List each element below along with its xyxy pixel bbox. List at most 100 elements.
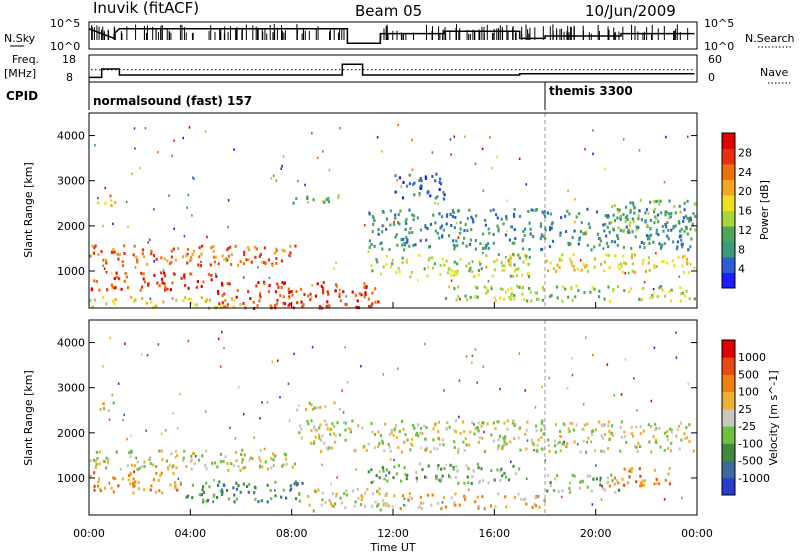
- scatter-cell: [590, 489, 593, 493]
- scatter-cell: [473, 432, 476, 436]
- scatter-cell: [295, 290, 298, 293]
- scatter-cell: [500, 446, 503, 450]
- scatter-cell: [95, 279, 98, 283]
- scatter-cell: [107, 457, 110, 461]
- scatter-cell: [653, 263, 656, 267]
- scatter-cell: [582, 232, 585, 236]
- scatter-cell: [141, 285, 144, 289]
- scatter-cell: [507, 288, 510, 292]
- scatter-cell: [624, 220, 627, 223]
- scatter-cell: [282, 155, 285, 158]
- scatter-cell: [527, 272, 530, 275]
- scatter-cell: [473, 295, 476, 299]
- scatter-cell: [292, 201, 295, 205]
- scatter-cell: [644, 219, 647, 223]
- scatter-cell: [205, 481, 208, 485]
- scatter-cell: [438, 478, 441, 482]
- scatter-cell: [508, 296, 511, 299]
- scatter-cell: [541, 210, 544, 214]
- scatter-cell: [593, 245, 596, 249]
- scatter-cell: [298, 499, 301, 503]
- scatter-cell: [561, 253, 564, 257]
- scatter-cell: [492, 439, 496, 443]
- scatter-cell: [170, 255, 173, 259]
- scatter-cell: [505, 442, 508, 446]
- scatter-cell: [547, 474, 550, 477]
- power-y-axis-label: Slant Range [km]: [22, 162, 35, 258]
- scatter-cell: [544, 236, 547, 240]
- colorbar-segment: [722, 443, 735, 461]
- scatter-cell: [472, 220, 475, 224]
- scatter-cell: [547, 443, 550, 447]
- scatter-cell: [631, 269, 634, 273]
- scatter-cell: [334, 502, 337, 506]
- scatter-cell: [370, 243, 373, 246]
- scatter-cell: [608, 438, 611, 442]
- scatter-cell: [533, 503, 536, 506]
- scatter-cell: [614, 491, 617, 494]
- scatter-cell: [221, 283, 224, 287]
- scatter-cell: [386, 492, 389, 496]
- scatter-cell: [270, 466, 273, 470]
- scatter-cell: [221, 254, 224, 258]
- scatter-cell: [630, 426, 633, 429]
- scatter-cell: [118, 253, 121, 257]
- scatter-cell: [607, 447, 610, 451]
- scatter-cell: [619, 228, 622, 232]
- scatter-cell: [397, 266, 400, 270]
- scatter-cell: [649, 218, 652, 222]
- scatter-cell: [321, 434, 324, 438]
- scatter-cell: [467, 481, 470, 485]
- scatter-cell: [226, 462, 229, 465]
- scatter-cell: [529, 227, 532, 231]
- scatter-cell: [426, 191, 429, 195]
- scatter-cell: [133, 299, 136, 303]
- scatter-cell: [313, 440, 316, 444]
- scatter-cell: [395, 271, 398, 274]
- scatter-cell: [630, 253, 634, 257]
- scatter-cell: [237, 484, 240, 488]
- scatter-cell: [275, 249, 278, 253]
- colorbar-segment: [722, 272, 735, 289]
- scatter-cell: [239, 260, 242, 264]
- scatter-cell: [417, 423, 420, 427]
- scatter-cell: [437, 430, 440, 434]
- scatter-cell: [239, 490, 242, 494]
- scatter-cell: [323, 441, 326, 445]
- scatter-cell: [483, 285, 486, 289]
- scatter-cell: [680, 227, 683, 231]
- scatter-cell: [272, 458, 275, 462]
- scatter-cell: [471, 217, 474, 221]
- scatter-cell: [344, 506, 347, 510]
- scatter-cell: [333, 425, 336, 428]
- scatter-cell: [230, 462, 233, 466]
- scatter-cell: [654, 440, 657, 444]
- scatter-cell: [401, 494, 404, 498]
- scatter-cell: [473, 423, 475, 426]
- scatter-cell: [411, 138, 413, 142]
- scatter-cell: [482, 251, 484, 255]
- scatter-cell: [232, 486, 235, 490]
- scatter-cell: [242, 302, 245, 305]
- scatter-cell: [323, 200, 326, 204]
- scatter-cell: [313, 489, 317, 493]
- scatter-cell: [226, 303, 229, 307]
- scatter-cell: [659, 199, 662, 203]
- scatter-cell: [462, 420, 465, 424]
- scatter-cell: [495, 258, 498, 262]
- scatter-cell: [665, 225, 668, 229]
- scatter-cell: [379, 242, 382, 246]
- scatter-cell: [607, 420, 610, 424]
- scatter-cell: [402, 503, 405, 507]
- scatter-cell: [603, 488, 607, 492]
- scatter-cell: [540, 421, 543, 425]
- scatter-cell: [503, 268, 506, 272]
- scatter-cell: [344, 438, 347, 442]
- scatter-cell: [128, 451, 131, 455]
- colorbar-segment: [722, 179, 735, 196]
- scatter-cell: [622, 245, 625, 249]
- scatter-cell: [289, 251, 292, 255]
- freq-unit-label: [MHz]: [4, 67, 36, 80]
- scatter-cell: [183, 234, 186, 238]
- scatter-cell: [258, 254, 261, 258]
